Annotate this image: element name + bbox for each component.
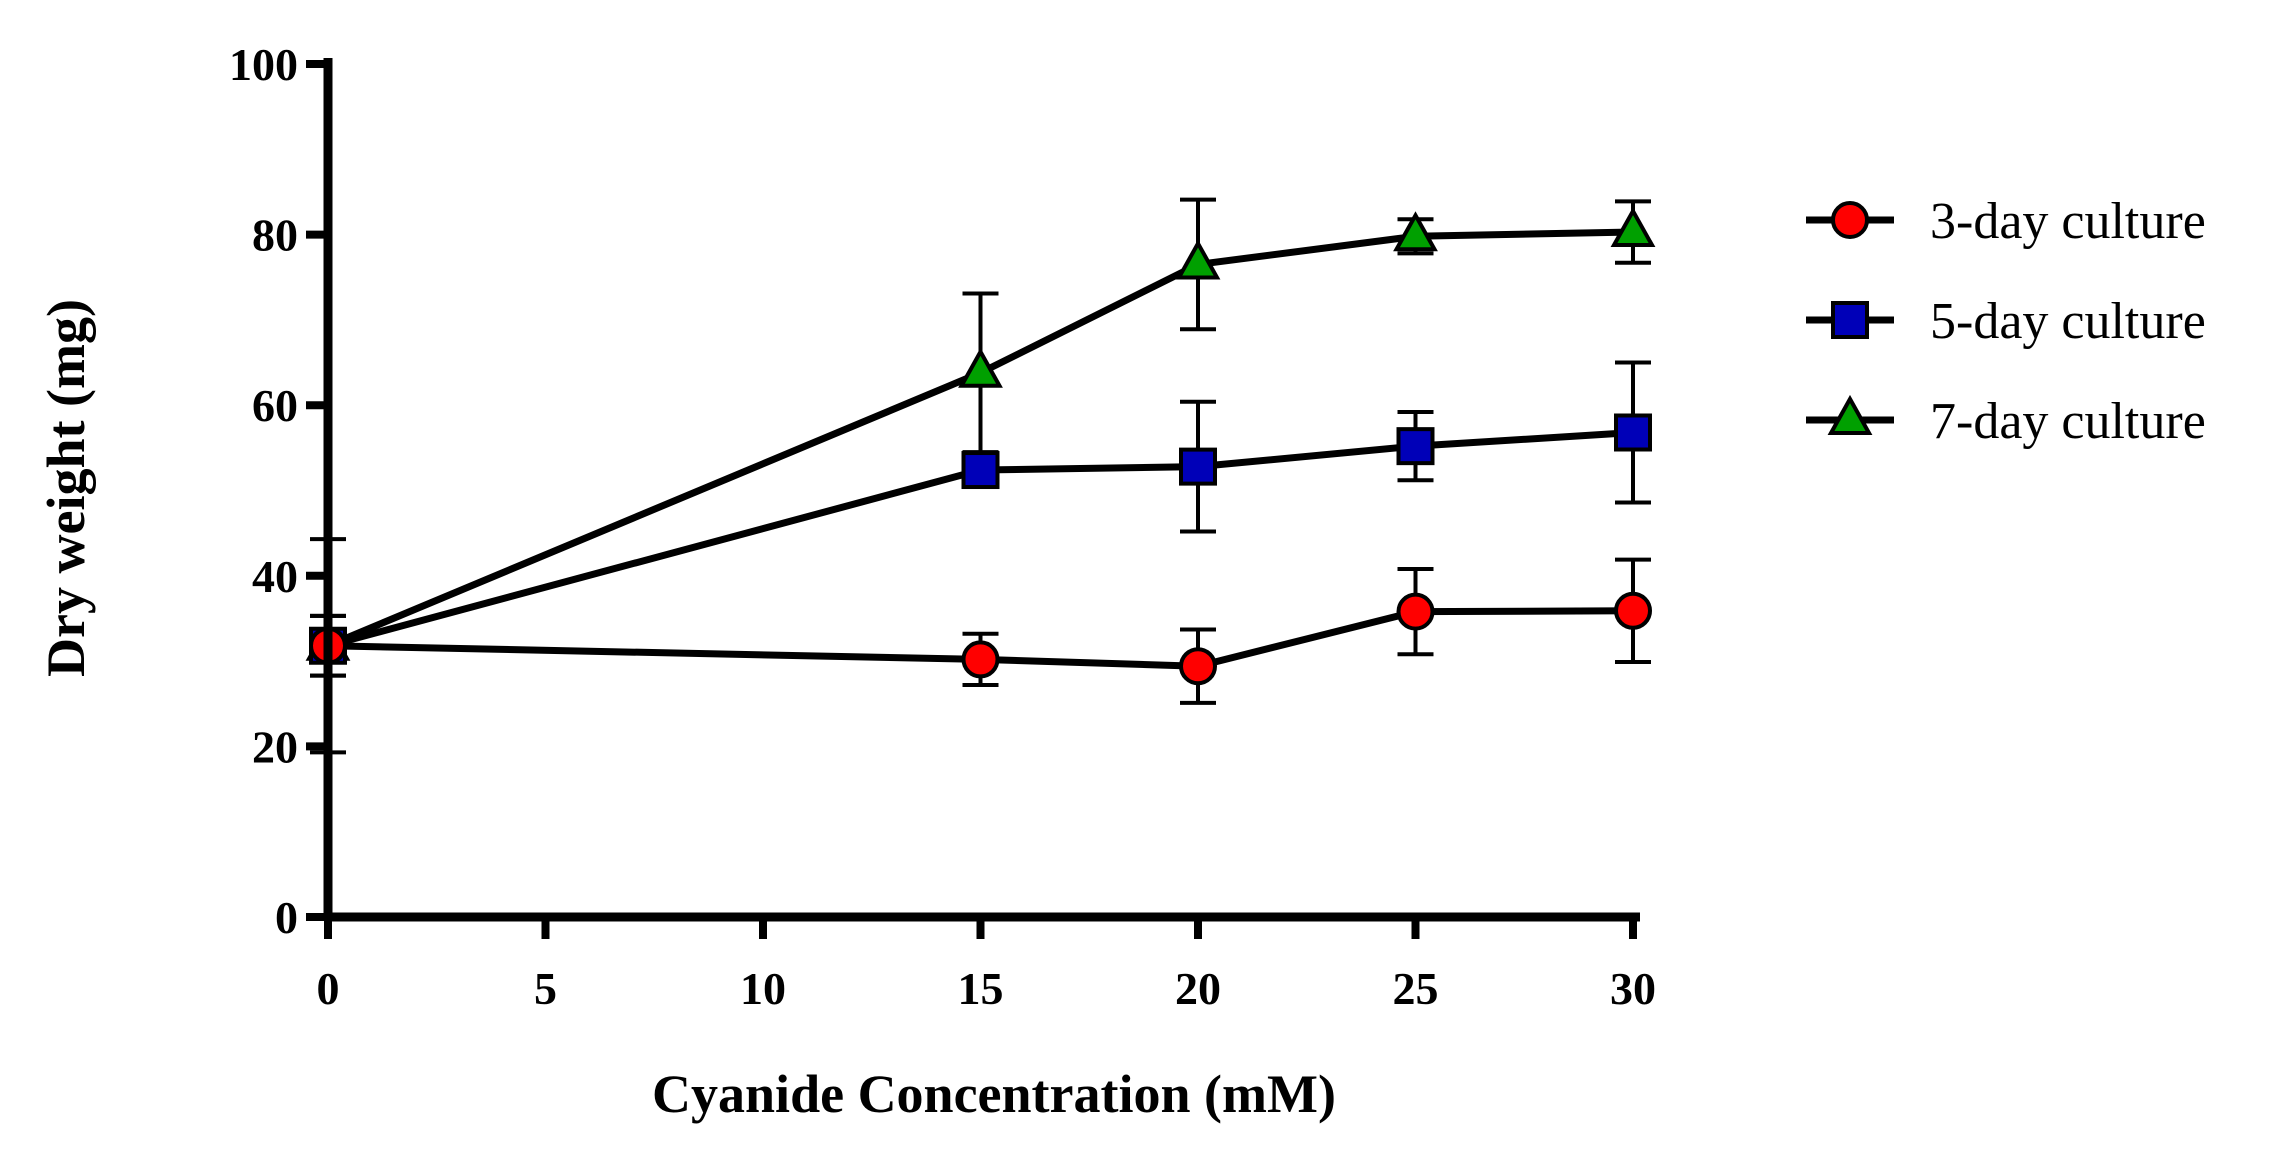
data-point-triangle [1610, 206, 1656, 248]
x-tick-label: 30 [1610, 963, 1656, 1014]
legend-label: 3-day culture [1930, 193, 2206, 250]
x-tick-label: 25 [1393, 963, 1439, 1014]
legend-marker-circle [1831, 201, 1869, 239]
legend-marker-triangle [1827, 394, 1873, 435]
data-point-square [1396, 427, 1435, 466]
y-tick-label: 0 [275, 892, 298, 943]
data-point-square [961, 451, 1000, 490]
x-ticks: 0 5 10 15 20 25 30 [317, 917, 1656, 1014]
y-axis-title: Dry weight (mg) [36, 299, 96, 677]
x-axis-title: Cyanide Concentration (mM) [652, 1064, 1336, 1124]
y-tick-label: 80 [252, 210, 298, 261]
x-tick-label: 5 [534, 963, 557, 1014]
y-tick-label: 40 [252, 551, 298, 602]
data-point-square [1614, 413, 1652, 452]
x-tick-label: 10 [740, 963, 786, 1014]
data-point-triangle [1175, 239, 1221, 280]
x-tick-label: 15 [958, 963, 1004, 1014]
x-tick-label: 20 [1175, 963, 1221, 1014]
x-tick-label: 0 [317, 963, 340, 1014]
y-tick-label: 60 [252, 380, 298, 431]
legend-label: 7-day culture [1930, 393, 2206, 450]
data-point-circle [1179, 647, 1217, 686]
data-point-circle [1396, 592, 1435, 631]
y-ticks: 0 20 40 60 80 100 [229, 39, 328, 943]
legend-label: 5-day culture [1930, 293, 2206, 350]
data-point-circle [1614, 591, 1652, 630]
data-point-circle [961, 640, 1000, 679]
data-point-square [1179, 447, 1217, 486]
y-tick-label: 100 [229, 39, 298, 90]
legend: 3-day culture 5-day culture 7-day culture [1806, 193, 2206, 450]
y-tick-label: 20 [252, 721, 298, 772]
data-point-triangle [1393, 211, 1438, 252]
legend-marker-square [1831, 301, 1869, 339]
data-point-triangle [958, 347, 1003, 388]
